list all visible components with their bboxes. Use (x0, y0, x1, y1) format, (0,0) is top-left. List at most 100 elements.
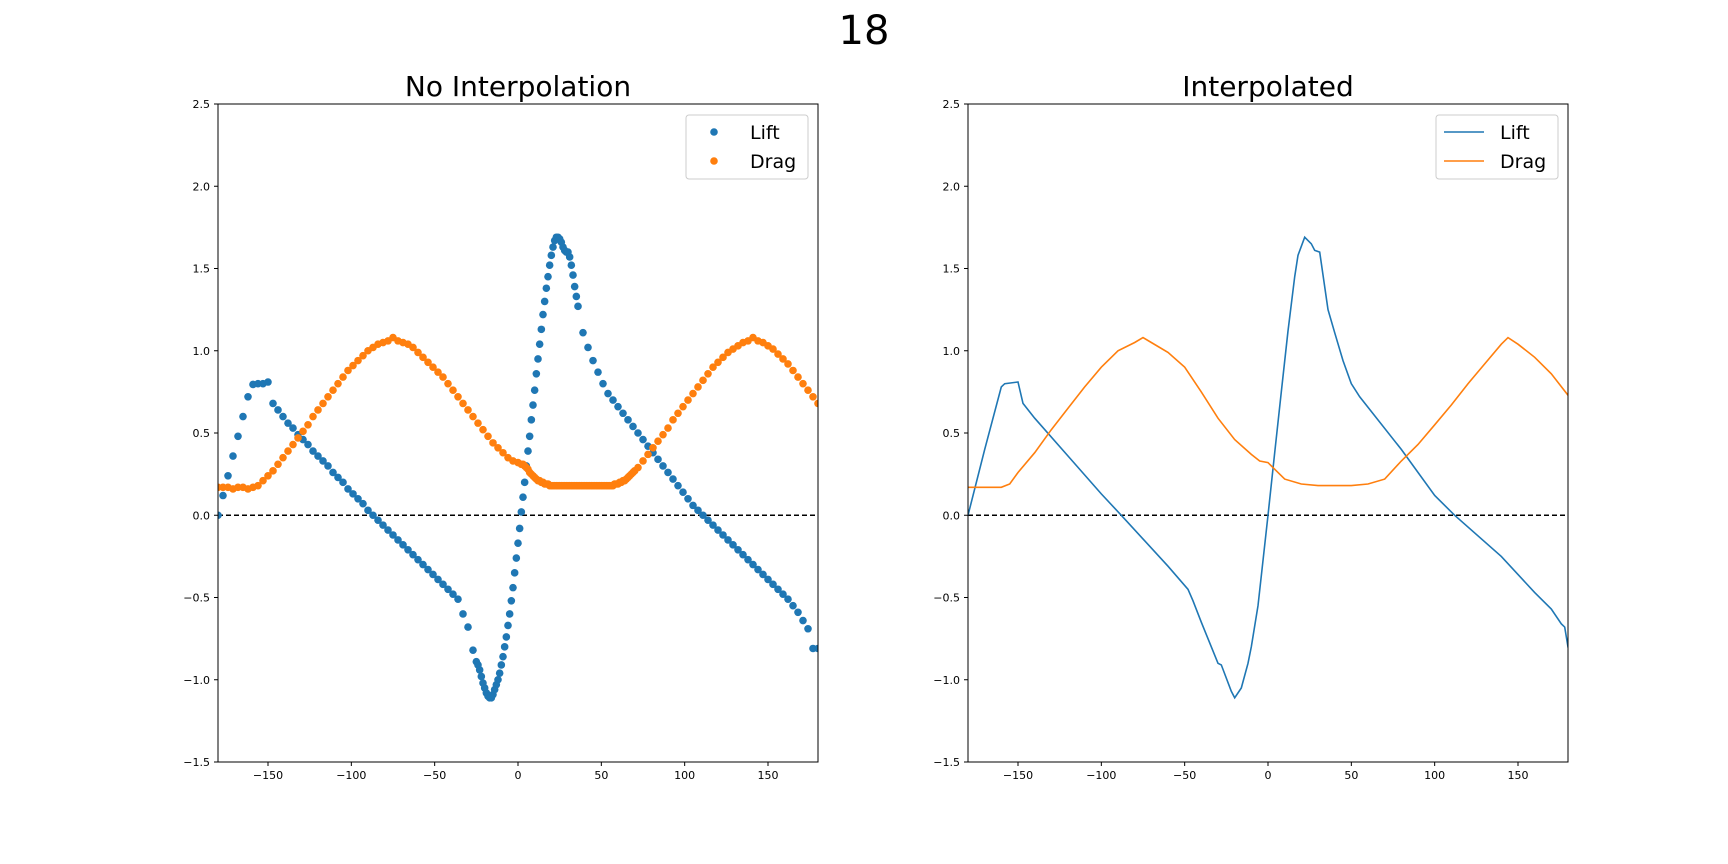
lift-point (509, 583, 517, 592)
drag-point (429, 363, 437, 372)
lift-point (574, 302, 582, 311)
lift-point (505, 610, 514, 618)
lift-point (584, 343, 592, 352)
drag-point (269, 467, 277, 475)
plot-area (218, 233, 907, 702)
lift-point (354, 495, 362, 503)
drag-point (339, 373, 347, 381)
lift-point (569, 271, 577, 279)
lift-point (504, 621, 512, 630)
lift-point (594, 368, 602, 376)
x-tick-label: 50 (1344, 769, 1358, 782)
drag-point (814, 399, 818, 408)
lift-point (424, 565, 432, 574)
lift-point (524, 447, 532, 455)
lift-point (319, 457, 327, 465)
lift-point (535, 340, 544, 348)
subplot-title: Interpolated (1182, 70, 1354, 103)
lift-point (544, 272, 552, 281)
lift-point (532, 369, 541, 378)
drag-point (864, 467, 872, 475)
drag-point (804, 386, 812, 395)
drag-point (784, 360, 792, 368)
lift-point (269, 399, 277, 408)
drag-point (464, 406, 472, 414)
lift-point (404, 545, 412, 554)
drag-point (279, 453, 287, 462)
y-tick-label: 1.5 (943, 263, 961, 276)
lift-point (537, 325, 546, 334)
drag-point (409, 343, 417, 352)
lift-point (500, 643, 509, 651)
drag-point (419, 353, 427, 362)
drag-point (299, 427, 307, 436)
lift-point (714, 526, 722, 534)
lift-point (729, 541, 737, 549)
y-tick-label: 1.0 (193, 345, 211, 358)
legend-label-drag: Drag (1500, 151, 1546, 173)
lift-point (219, 491, 227, 500)
drag-point (329, 386, 337, 395)
lift-point (549, 243, 557, 251)
lift-point (669, 475, 677, 483)
x-tick-label: 150 (758, 769, 779, 782)
lift-point (659, 462, 667, 470)
lift-point (218, 511, 222, 520)
x-tick-label: 0 (515, 769, 522, 782)
drag-point (699, 376, 707, 385)
lift-point (499, 652, 507, 661)
lift-point (349, 490, 357, 498)
lift-point (525, 432, 534, 441)
drag-point (684, 396, 692, 404)
drag-point (714, 358, 722, 367)
lift-point (534, 355, 542, 363)
lift-point (244, 393, 252, 401)
lift-point (475, 666, 484, 674)
lift-point (389, 531, 397, 539)
y-tick-label: 2.0 (193, 180, 211, 193)
y-tick-label: 2.5 (943, 98, 961, 111)
lift-line (968, 235, 1568, 700)
lift-point (502, 633, 511, 641)
y-tick-label: 0.5 (943, 427, 961, 440)
lift-point (520, 478, 529, 487)
drag-point (854, 454, 862, 462)
lift-point (619, 409, 627, 418)
lift-point (454, 595, 462, 603)
lift-point (639, 435, 647, 444)
lift-point (839, 590, 847, 598)
lift-point (274, 406, 282, 414)
lift-point (449, 590, 457, 599)
lift-point (609, 396, 617, 404)
x-tick-label: 0 (1265, 769, 1272, 782)
lift-point (814, 644, 818, 653)
drag-point (294, 434, 302, 442)
lift-point (289, 424, 297, 432)
plot-area (968, 235, 1568, 700)
drag-point (459, 399, 467, 408)
y-tick-label: 1.5 (193, 263, 211, 276)
lift-point (510, 569, 519, 577)
lift-point (529, 401, 537, 409)
lift-point (399, 541, 407, 549)
lift-point (699, 511, 707, 520)
drag-point (899, 485, 907, 493)
lift-point (844, 571, 852, 579)
subplot-1: No Interpolation −150 −100 −50 0 50 100 150 −1.5… (183, 70, 907, 782)
lift-point (664, 468, 672, 477)
drag-point (639, 457, 647, 465)
lift-point (364, 506, 372, 515)
lift-point (324, 462, 332, 470)
lift-point (464, 623, 472, 631)
drag-point (789, 366, 797, 375)
y-tick-label: 1.0 (943, 345, 961, 358)
lift-point (799, 616, 807, 625)
lift-point (515, 524, 524, 533)
lift-point (234, 432, 242, 441)
drag-point (499, 448, 507, 457)
lift-point (719, 531, 727, 539)
drag-point (704, 369, 712, 378)
lift-point (709, 521, 717, 529)
legend-marker-lift (710, 128, 718, 136)
drag-point (309, 412, 317, 421)
